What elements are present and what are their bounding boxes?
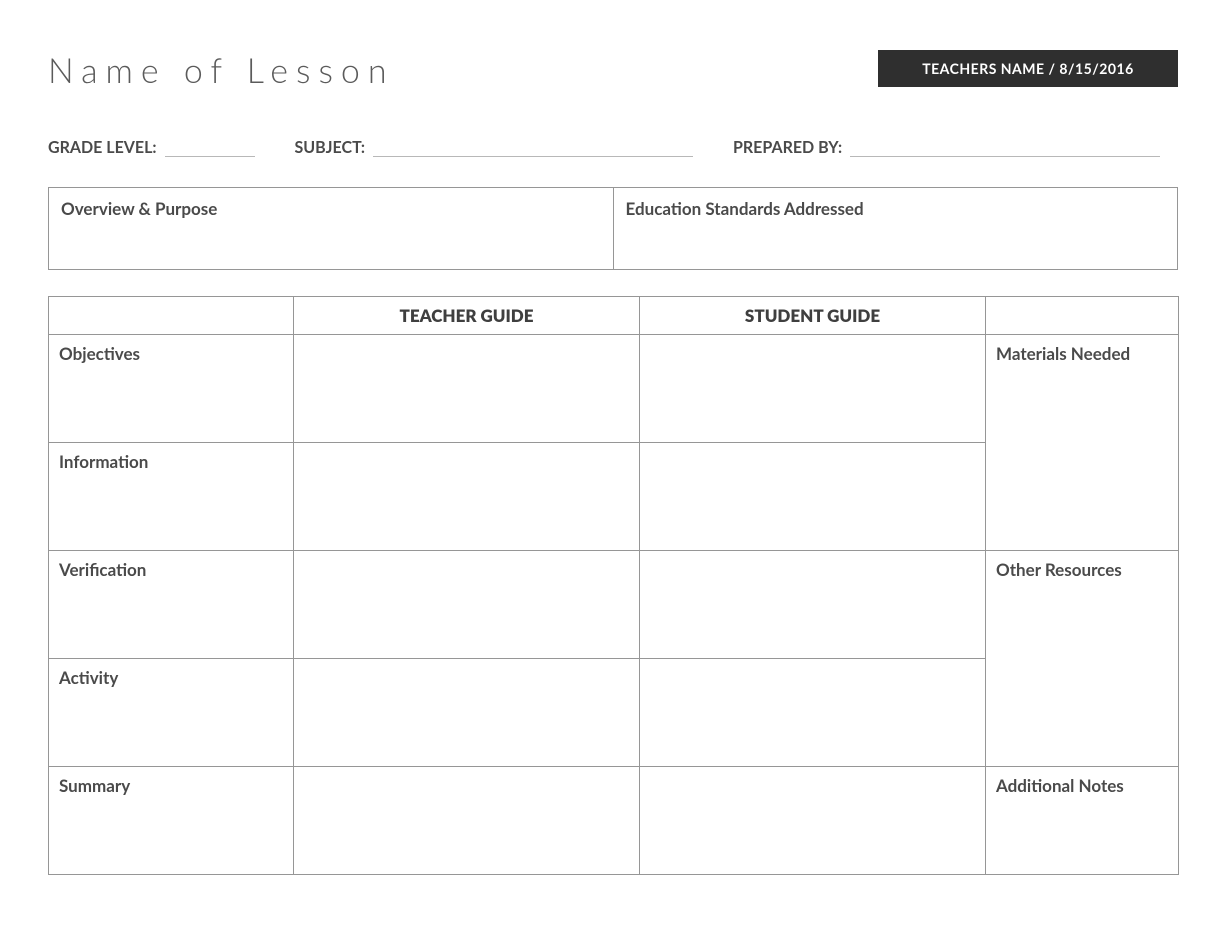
row-objectives: Objectives Materials Needed — [49, 335, 1179, 443]
subject-label: SUBJECT: — [295, 138, 365, 157]
header-blank-left — [49, 297, 294, 335]
summary-teacher-cell[interactable] — [294, 767, 640, 875]
objectives-student-cell[interactable] — [640, 335, 986, 443]
summary-student-cell[interactable] — [640, 767, 986, 875]
grade-level-label: GRADE LEVEL: — [48, 138, 157, 157]
activity-teacher-cell[interactable] — [294, 659, 640, 767]
subject-field: SUBJECT: — [295, 137, 693, 157]
label-objectives: Objectives — [49, 335, 294, 443]
main-table: TEACHER GUIDE STUDENT GUIDE Objectives M… — [48, 296, 1179, 875]
materials-needed-cell[interactable]: Materials Needed — [986, 335, 1179, 551]
label-activity: Activity — [49, 659, 294, 767]
activity-student-cell[interactable] — [640, 659, 986, 767]
lesson-plan-page: Name of Lesson TEACHERS NAME / 8/15/2016… — [0, 0, 1226, 946]
prepared-by-input-line[interactable] — [850, 137, 1160, 157]
row-summary: Summary Additional Notes — [49, 767, 1179, 875]
information-student-cell[interactable] — [640, 443, 986, 551]
header-blank-right — [986, 297, 1179, 335]
prepared-by-field: PREPARED BY: — [733, 137, 1160, 157]
grade-level-field: GRADE LEVEL: — [48, 137, 255, 157]
meta-row: GRADE LEVEL: SUBJECT: PREPARED BY: — [48, 137, 1178, 157]
verification-teacher-cell[interactable] — [294, 551, 640, 659]
header-teacher-guide: TEACHER GUIDE — [294, 297, 640, 335]
lesson-title: Name of Lesson — [48, 50, 395, 91]
header-row: Name of Lesson TEACHERS NAME / 8/15/2016 — [48, 50, 1178, 91]
overview-cell[interactable]: Overview & Purpose — [49, 188, 614, 270]
objectives-teacher-cell[interactable] — [294, 335, 640, 443]
label-verification: Verification — [49, 551, 294, 659]
label-information: Information — [49, 443, 294, 551]
prepared-by-label: PREPARED BY: — [733, 138, 842, 157]
grade-level-input-line[interactable] — [165, 137, 255, 157]
teacher-date-badge: TEACHERS NAME / 8/15/2016 — [878, 50, 1178, 87]
label-summary: Summary — [49, 767, 294, 875]
main-table-header-row: TEACHER GUIDE STUDENT GUIDE — [49, 297, 1179, 335]
information-teacher-cell[interactable] — [294, 443, 640, 551]
additional-notes-cell[interactable]: Additional Notes — [986, 767, 1179, 875]
overview-table: Overview & Purpose Education Standards A… — [48, 187, 1178, 270]
verification-student-cell[interactable] — [640, 551, 986, 659]
row-verification: Verification Other Resources — [49, 551, 1179, 659]
subject-input-line[interactable] — [373, 137, 693, 157]
standards-cell[interactable]: Education Standards Addressed — [613, 188, 1178, 270]
other-resources-cell[interactable]: Other Resources — [986, 551, 1179, 767]
header-student-guide: STUDENT GUIDE — [640, 297, 986, 335]
